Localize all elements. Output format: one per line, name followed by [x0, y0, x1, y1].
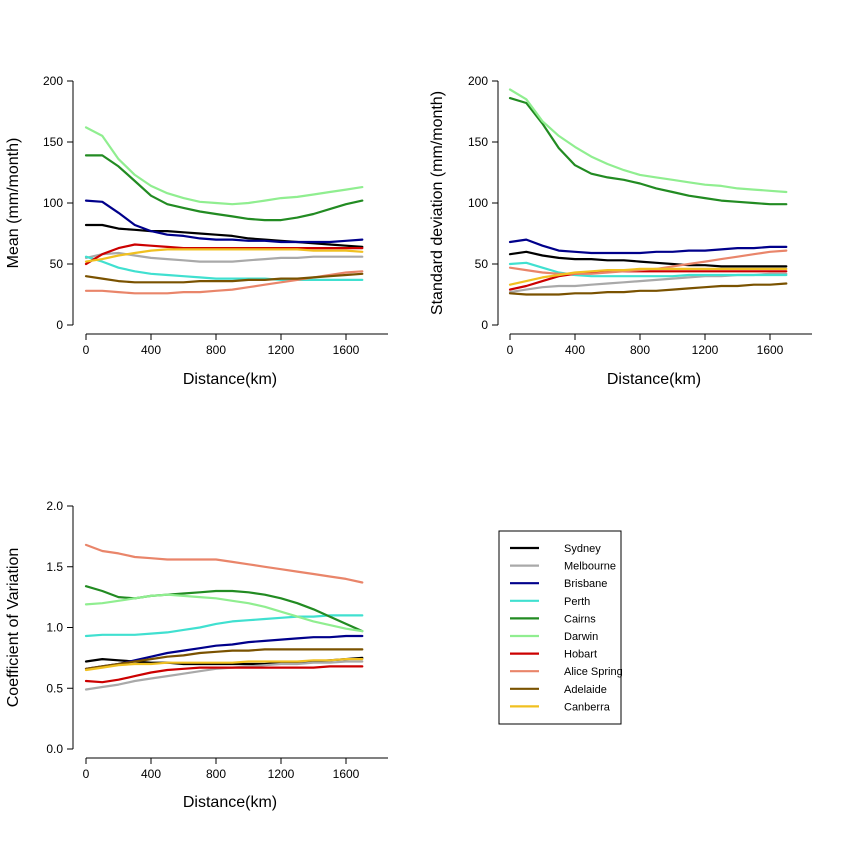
series-line-perth	[508, 261, 788, 278]
legend-label: Sydney	[564, 543, 601, 555]
series-line-adelaide	[84, 648, 364, 670]
legend-label: Brisbane	[564, 578, 607, 590]
y-tick-label: 0	[481, 318, 488, 332]
series-line-melbourne	[84, 251, 364, 263]
x-tick-label: 0	[83, 343, 90, 357]
y-tick-label: 1.0	[46, 621, 63, 635]
legend-label: Hobart	[564, 649, 597, 661]
y-tick-label: 0.0	[46, 742, 63, 756]
y-tick-label: 100	[468, 196, 488, 210]
legend-label: Canberra	[564, 701, 611, 713]
legend-label: Cairns	[564, 613, 596, 625]
series-line-sydney	[508, 250, 788, 268]
series-line-adelaide	[84, 272, 364, 284]
series-line-darwin	[84, 593, 364, 633]
x-tick-label: 800	[630, 343, 650, 357]
x-tick-label: 0	[83, 767, 90, 781]
y-tick-label: 1.5	[46, 560, 63, 574]
series-line-cairns	[508, 96, 788, 206]
legend-label: Adelaide	[564, 684, 607, 696]
y-tick-label: 2.0	[46, 499, 63, 513]
series-line-canberra	[84, 248, 364, 263]
series-line-darwin	[508, 88, 788, 194]
y-tick-label: 200	[468, 74, 488, 88]
std-panel: 0 50 100 150 200 0 400 800 1200 1600 Distance(km) S…	[429, 74, 812, 388]
series-line-perth	[84, 255, 364, 281]
series-line-brisbane	[84, 199, 364, 244]
x-tick-label: 1200	[692, 343, 719, 357]
series-line-cairns	[84, 154, 364, 222]
y-axis-title: Standard deviation (mm/month)	[429, 91, 446, 315]
x-axis-title: Distance(km)	[607, 371, 701, 388]
series-line-hobart	[84, 243, 364, 266]
series-line-hobart	[508, 270, 788, 291]
series-line-hobart	[84, 665, 364, 684]
legend-label: Alice Spring	[564, 666, 623, 678]
cv-panel: 0.0 0.5 1.0 1.5 2.0 0 400 800 1200 1600 Distance(k…	[5, 499, 388, 811]
x-tick-label: 1600	[333, 767, 360, 781]
x-tick-label: 400	[141, 343, 161, 357]
y-axis-title: Mean (mm/month)	[5, 138, 22, 269]
y-tick-label: 200	[43, 74, 63, 88]
legend-box	[498, 530, 622, 725]
x-tick-label: 1600	[333, 343, 360, 357]
x-tick-label: 1200	[268, 767, 295, 781]
series-line-cairns	[84, 585, 364, 633]
x-tick-label: 800	[206, 767, 226, 781]
series-line-canberra	[508, 267, 788, 286]
series-line-sydney	[84, 223, 364, 248]
x-axis-title: Distance(km)	[183, 371, 277, 388]
series-line-brisbane	[508, 238, 788, 255]
series-line-alice-spring	[84, 543, 364, 584]
y-tick-label: 0.5	[46, 681, 63, 695]
y-tick-label: 150	[43, 135, 63, 149]
series-line-perth	[84, 614, 364, 638]
y-tick-label: 0	[56, 318, 63, 332]
x-tick-label: 800	[206, 343, 226, 357]
x-tick-label: 400	[565, 343, 585, 357]
y-tick-label: 150	[468, 135, 488, 149]
y-axis-title: Coefficient of Variation	[5, 548, 22, 708]
x-tick-label: 1200	[268, 343, 295, 357]
series-line-adelaide	[508, 282, 788, 296]
y-tick-label: 50	[475, 257, 489, 271]
x-tick-label: 400	[141, 767, 161, 781]
series-line-darwin	[84, 126, 364, 206]
x-axis-title: Distance(km)	[183, 794, 277, 811]
legend-label: Perth	[564, 596, 590, 608]
x-tick-label: 1600	[757, 343, 784, 357]
x-tick-label: 0	[507, 343, 514, 357]
legend-label: Darwin	[564, 631, 598, 643]
series-line-canberra	[84, 657, 364, 672]
y-tick-label: 50	[50, 257, 64, 271]
mean-panel: 0 50 100 150 200 0 400 800 1200 1600 Distance(km) M…	[5, 74, 388, 388]
legend-label: Melbourne	[564, 561, 616, 573]
series-line-melbourne	[84, 660, 364, 691]
legend: Sydney Melbourne Brisbane Perth Cairns Darwin…	[498, 530, 623, 725]
y-tick-label: 100	[43, 196, 63, 210]
